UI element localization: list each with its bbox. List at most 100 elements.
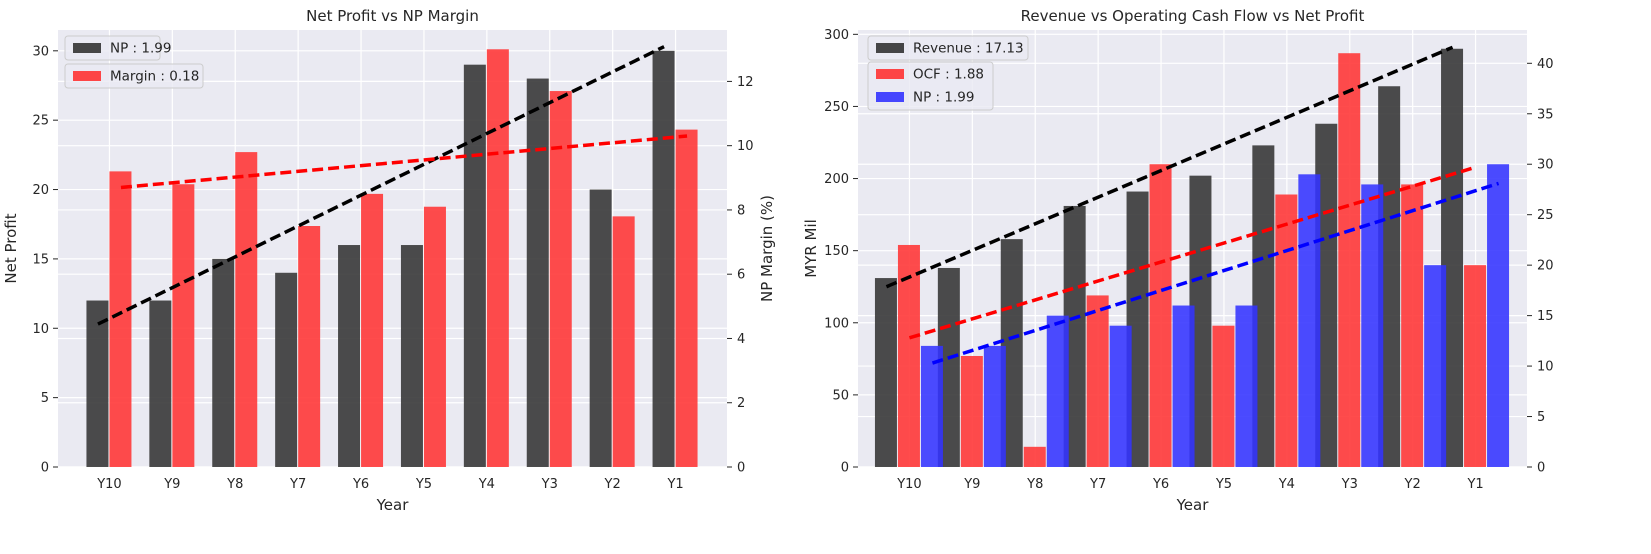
bar-secondary-Y4 [1298,174,1321,467]
bar-secondary-Y9 [960,355,983,467]
y2-tick-label: 2 [737,396,745,411]
bar-primary-Y6 [338,245,361,467]
bar-secondary-Y1 [1464,265,1487,467]
trend-line-0 [97,45,665,326]
x-tick-label: Y8 [226,477,243,492]
bar-secondary-Y10 [920,345,943,467]
x-tick-label: Y3 [1341,477,1358,492]
bar-secondary-Y4 [486,49,509,467]
bar-secondary-Y9 [172,184,195,467]
y-tick-label: 0 [841,461,849,476]
y-tick-label: 10 [32,322,49,337]
y-axis-label: Net Profit [2,213,20,283]
x-axis-label: Year [376,496,410,514]
legend-box [867,35,1029,61]
bar-primary-Y1 [1441,48,1464,467]
x-axis-label: Year [1176,496,1210,514]
bar-primary-Y8 [1000,239,1023,467]
bar-primary-Y5 [400,245,423,467]
bar-secondary-Y3 [1361,184,1384,467]
y-tick-label: 20 [32,183,49,198]
legend-swatch [876,92,904,102]
trend-line-1 [908,165,1477,340]
legend-label: OCF : 1.88 [913,67,984,83]
x-tick-label: Y1 [666,477,683,492]
bar-secondary-Y8 [1023,446,1046,467]
x-tick-label: Y9 [963,477,980,492]
bar-primary-Y8 [212,258,235,467]
net-profit-vs-np-margin-chart: 0 5 10 15 20 25 30 0 2 4 6 8 10 12 Y10 Y9 Y8 Y7 Y6 Y5 Y4 Y3 Y2… [2,7,776,514]
x-tick-label: Y2 [1404,477,1421,492]
y2-tick-label: 25 [1537,208,1554,223]
chart-title: Revenue vs Operating Cash Flow vs Net Pr… [1021,7,1365,25]
x-tick-label: Y7 [1089,477,1106,492]
y-tick-label: 30 [32,44,49,59]
bar-secondary-Y7 [1086,295,1109,467]
bar-secondary-Y4 [1275,194,1298,467]
y-tick-label: 5 [41,391,49,406]
y2-tick-label: 35 [1537,107,1554,122]
bar-primary-Y2 [589,189,612,468]
chart-title: Net Profit vs NP Margin [306,7,479,25]
bar-primary-Y10 [874,278,897,467]
legend-label: NP : 1.99 [913,90,974,106]
y2-axis-label: NP Margin (%) [758,195,776,302]
bar-primary-Y7 [275,272,298,467]
bar-secondary-Y6 [1172,305,1195,467]
bar-secondary-Y2 [1401,184,1424,467]
x-tick-label: Y9 [163,477,180,492]
x-tick-label: Y6 [352,477,369,492]
legend-box [64,35,161,61]
y2-tick-label: 4 [737,332,745,347]
bar-secondary-Y8 [1046,315,1069,467]
bar-secondary-Y7 [298,226,321,467]
x-tick-label: Y5 [415,477,432,492]
x-tick-label: Y5 [1215,477,1232,492]
trend-line-1 [120,134,688,190]
y2-tick-label: 15 [1537,309,1554,324]
bar-secondary-Y8 [235,152,258,467]
y-tick-label: 15 [32,252,49,267]
y-tick-label: 100 [824,316,849,331]
bar-primary-Y6 [1126,191,1149,467]
bar-secondary-Y2 [1424,265,1447,467]
bar-primary-Y7 [1063,205,1086,467]
y2-tick-label: 40 [1537,57,1554,72]
bar-secondary-Y10 [109,171,132,467]
bar-secondary-Y3 [1338,53,1361,468]
y2-tick-label: 30 [1537,158,1554,173]
bar-secondary-Y5 [423,206,446,467]
revenue-ocf-np-chart: 0 50 100 150 200 250 300 0 5 10 15 20 25 30 35 40 Y10 Y9 Y… [802,7,1554,514]
bar-primary-Y4 [1252,145,1275,468]
bar-secondary-Y2 [612,216,635,467]
x-tick-label: Y2 [604,477,621,492]
y2-tick-label: 12 [737,75,754,90]
legend-box [64,63,204,89]
y2-tick-label: 6 [737,268,745,283]
x-tick-label: Y1 [1466,477,1483,492]
bar-primary-Y1 [652,50,675,468]
y-tick-label: 200 [824,172,849,187]
y-axis-label: MYR Mil [802,219,820,278]
x-tick-label: Y4 [478,477,495,492]
bar-primary-Y9 [937,267,960,467]
legend-swatch [73,71,101,81]
x-tick-label: Y10 [896,477,921,492]
y-tick-label: 300 [824,28,849,43]
y-tick-label: 50 [832,388,849,403]
x-tick-label: Y3 [541,477,558,492]
bar-secondary-Y9 [983,345,1006,467]
y2-tick-label: 8 [737,203,745,218]
bar-secondary-Y3 [549,91,572,468]
bar-secondary-Y5 [1212,325,1235,467]
bar-secondary-Y7 [1109,325,1132,467]
y2-tick-label: 5 [1537,410,1545,425]
y2-tick-label: 0 [1537,461,1545,476]
bar-secondary-Y1 [675,129,698,467]
bar-primary-Y10 [86,300,109,467]
y2-tick-label: 0 [737,461,745,476]
bar-secondary-Y6 [361,193,384,467]
legend-swatch [876,43,904,53]
y-tick-label: 0 [41,461,49,476]
y2-tick-label: 10 [1537,360,1554,375]
